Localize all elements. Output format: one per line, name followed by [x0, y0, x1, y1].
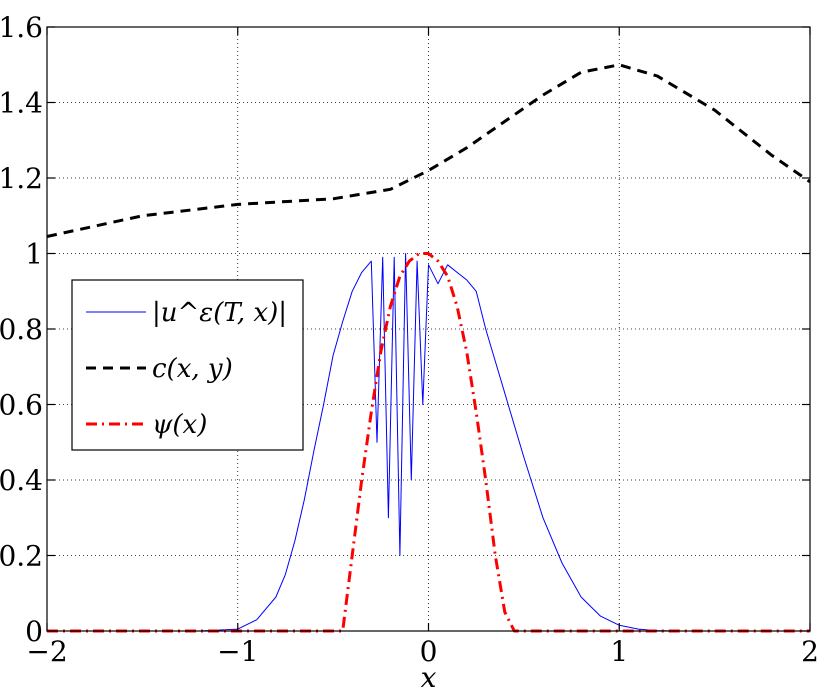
y-tick-label: 0.8	[0, 313, 43, 346]
legend-label-2: ψ(x)	[152, 410, 207, 440]
legend-label-0: |u^ε(T, x)|	[152, 298, 287, 328]
x-tick-label: 1	[610, 635, 628, 668]
x-tick-label: −2	[26, 635, 67, 668]
series-layer	[46, 63, 811, 633]
y-tick-label: 0.4	[0, 464, 43, 497]
series-line-0	[47, 253, 810, 632]
y-tick-label: 1.4	[0, 87, 43, 120]
x-tick-label: −1	[217, 635, 258, 668]
legend: |u^ε(T, x)| c(x, y) ψ(x)	[71, 279, 304, 451]
y-tick-label: 0	[25, 615, 43, 648]
series-line-2	[47, 252, 810, 633]
series-line-1	[46, 63, 811, 238]
y-tick-label: 0.6	[0, 389, 43, 422]
y-tick-label: 1.2	[0, 162, 43, 195]
x-tick-label: 0	[420, 635, 438, 668]
x-tick-label: 2	[801, 635, 819, 668]
y-tick-label: 1	[25, 238, 43, 271]
y-tick-label: 1.6	[0, 11, 43, 44]
y-tick-label: 0.2	[0, 540, 43, 573]
x-axis-label: x	[421, 661, 437, 694]
legend-box	[71, 279, 304, 451]
grid	[47, 27, 810, 631]
ticks: −2 −1 0 1 2 0 0.2 0.4 0.6 0.8 1 1.2 1.4 1.6	[0, 11, 819, 668]
legend-label-1: c(x, y)	[152, 354, 233, 384]
